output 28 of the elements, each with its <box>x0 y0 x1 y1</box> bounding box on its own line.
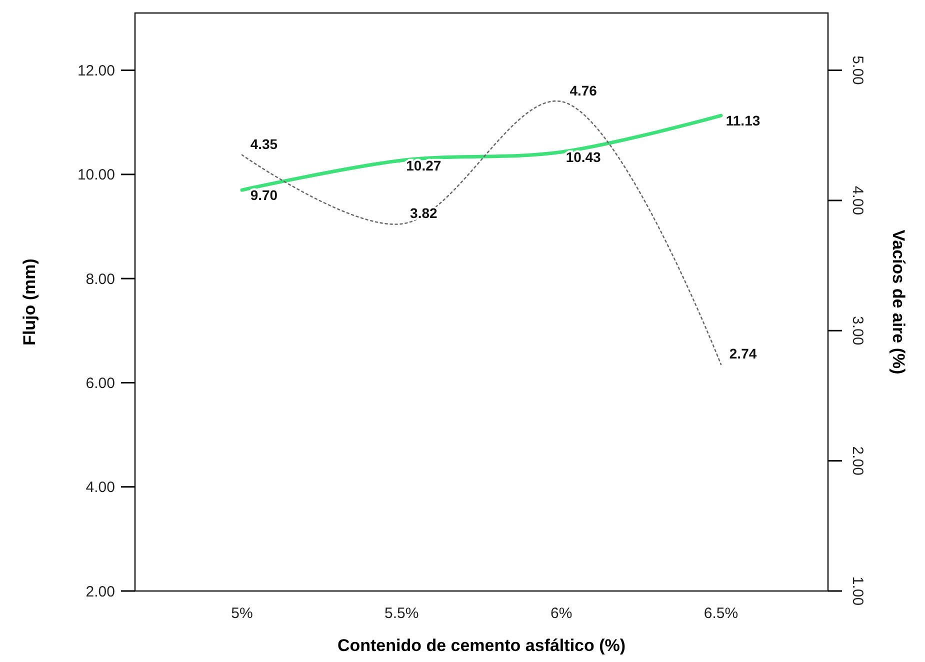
x-tick-label: 5.5% <box>384 605 419 622</box>
y-tick-label: 8.00 <box>86 270 115 288</box>
x-tick-label: 6.5% <box>704 605 738 622</box>
y2-axis-title: Vacíos de aire (%) <box>889 230 908 374</box>
data-label: 9.70 <box>250 187 278 204</box>
y-tick-label: 12.00 <box>77 62 115 80</box>
data-label: 3.82 <box>410 204 438 221</box>
y-tick-label: 4.00 <box>86 479 115 496</box>
x-tick-label: 6% <box>550 605 572 622</box>
y2-tick-label: 5.00 <box>848 56 866 85</box>
y2-tick-label: 1.00 <box>848 576 866 606</box>
y-tick-label: 2.00 <box>86 583 115 600</box>
y2-tick-label: 3.00 <box>848 316 866 346</box>
y-tick-label: 10.00 <box>77 166 115 184</box>
y-axis-title: Flujo (mm) <box>20 258 39 346</box>
data-label: 10.43 <box>566 149 602 166</box>
y-tick-label: 6.00 <box>86 374 115 392</box>
x-axis-title: Contenido de cemento asfáltico (%) <box>337 636 626 655</box>
data-label: 11.13 <box>726 112 760 129</box>
y2-tick-label: 4.00 <box>848 186 866 216</box>
line-series <box>241 100 722 366</box>
data-label: 4.76 <box>570 82 598 99</box>
data-label: 10.27 <box>406 157 442 174</box>
data-label: 4.35 <box>250 136 278 152</box>
x-tick-label: 5% <box>231 605 253 622</box>
y2-tick-label: 2.00 <box>848 446 866 476</box>
line-series <box>240 114 723 192</box>
data-label: 2.74 <box>729 345 757 362</box>
